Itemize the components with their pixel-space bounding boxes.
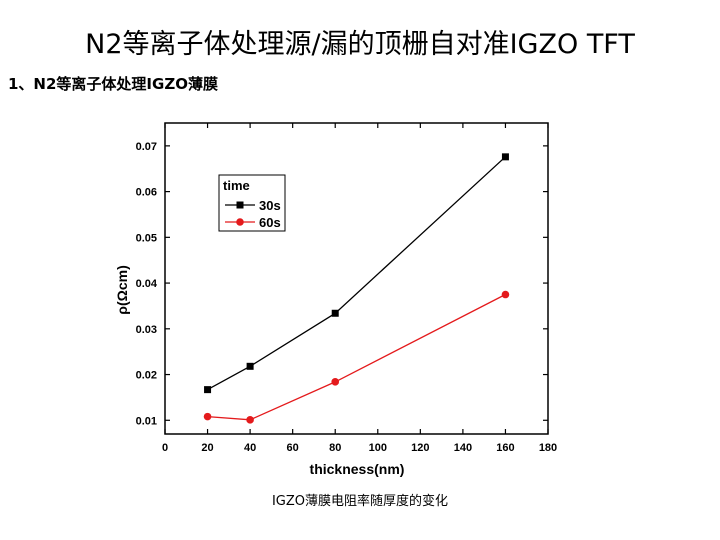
y-tick-label: 0.06	[136, 187, 157, 199]
y-tick-label: 0.02	[136, 370, 157, 382]
data-point-30s	[331, 309, 339, 317]
x-axis-title: thickness(nm)	[310, 461, 405, 477]
figure-caption: IGZO薄膜电阻率随厚度的变化	[271, 494, 449, 509]
data-point-30s	[501, 153, 509, 161]
y-tick-label: 0.07	[136, 141, 157, 153]
data-point-60s	[203, 412, 212, 421]
x-tick-label: 160	[496, 442, 514, 454]
legend-title: time	[223, 178, 250, 193]
x-tick-label: 80	[329, 442, 341, 454]
data-point-30s	[246, 362, 254, 370]
slide-title: N2等离子体处理源/漏的顶栅自对准IGZO TFT	[85, 29, 635, 60]
y-tick-label: 0.03	[136, 324, 157, 336]
x-tick-label: 60	[287, 442, 299, 454]
x-tick-label: 120	[411, 442, 429, 454]
y-tick-label: 0.05	[136, 232, 157, 244]
legend-marker-30s	[236, 201, 244, 209]
y-tick-label: 0.01	[136, 415, 157, 427]
x-tick-label: 100	[369, 442, 387, 454]
x-tick-label: 40	[244, 442, 256, 454]
x-tick-label: 0	[162, 442, 168, 454]
x-tick-label: 180	[539, 442, 557, 454]
data-point-60s	[246, 416, 254, 424]
plot-frame	[164, 122, 549, 435]
x-tick-label: 140	[454, 442, 472, 454]
x-tick-label: 20	[201, 442, 213, 454]
legend-marker-60s	[236, 218, 244, 226]
series-line-30s	[207, 156, 506, 391]
legend-label-30s: 30s	[259, 198, 281, 213]
legend-label-60s: 60s	[259, 215, 281, 230]
data-point-30s	[204, 386, 212, 394]
data-point-60s	[331, 378, 340, 386]
data-point-60s	[501, 290, 510, 299]
y-axis-title: ρ(Ωcm)	[114, 265, 130, 314]
series-line-60s	[207, 293, 506, 421]
y-tick-label: 0.04	[136, 278, 158, 290]
section-heading: 1、N2等离子体处理IGZO薄膜	[8, 75, 218, 93]
